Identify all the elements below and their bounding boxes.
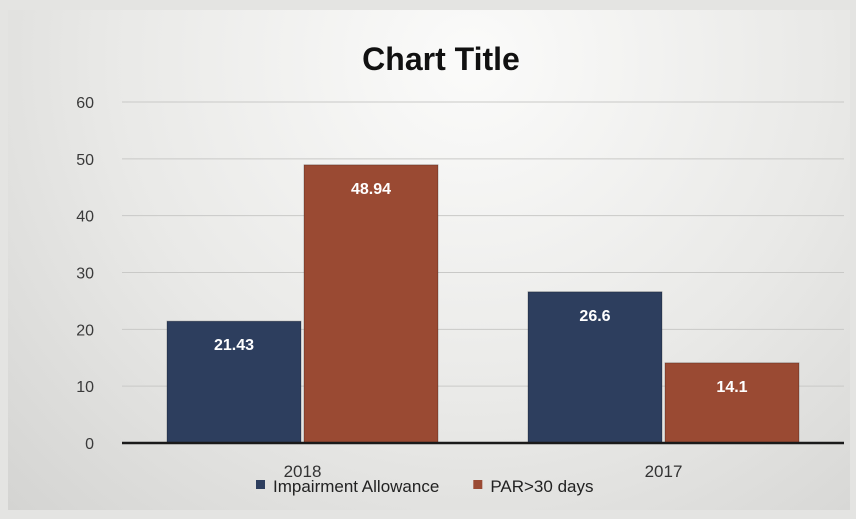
data-label: 21.43 bbox=[214, 337, 254, 354]
y-tick-label: 50 bbox=[76, 152, 94, 169]
y-tick-label: 40 bbox=[76, 209, 94, 226]
legend-label: PAR>30 days bbox=[490, 477, 593, 496]
legend-swatch bbox=[473, 480, 483, 489]
bars: 21.43 48.94 26.6 14.1 bbox=[166, 164, 800, 444]
y-tick-label: 60 bbox=[76, 95, 94, 112]
y-tick-label: 0 bbox=[85, 436, 94, 453]
legend-swatch bbox=[256, 480, 265, 489]
x-axis-categories: 2018 2017 bbox=[284, 462, 683, 481]
y-axis-ticks: 0 10 20 30 40 50 60 bbox=[76, 95, 94, 453]
legend-label: Impairment Allowance bbox=[273, 477, 439, 496]
x-category-label: 2017 bbox=[645, 462, 683, 481]
y-tick-label: 20 bbox=[76, 322, 94, 339]
bar bbox=[527, 291, 663, 444]
x-category-label: 2018 bbox=[284, 462, 322, 481]
data-label: 26.6 bbox=[579, 308, 610, 325]
bar bbox=[303, 164, 439, 444]
data-label: 48.94 bbox=[351, 181, 391, 198]
chart-title: Chart Title bbox=[362, 41, 520, 77]
data-label: 14.1 bbox=[716, 379, 747, 396]
legend: Impairment Allowance PAR>30 days bbox=[256, 477, 593, 496]
y-tick-label: 30 bbox=[76, 266, 94, 283]
bar bbox=[664, 362, 800, 444]
y-tick-label: 10 bbox=[76, 379, 94, 396]
chart-area: 0 10 20 30 40 50 60 21.43 48.94 26.6 14.1 2018 201… bbox=[8, 10, 850, 510]
